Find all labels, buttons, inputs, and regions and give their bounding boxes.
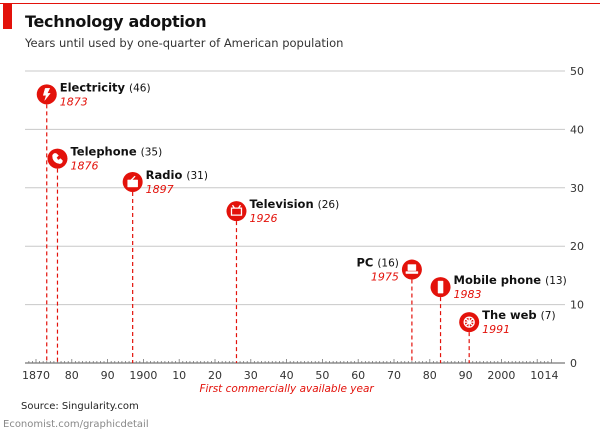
- point-year: 1873: [60, 95, 88, 108]
- y-tick-label: 10: [570, 299, 584, 312]
- point-name: The web: [482, 308, 541, 322]
- point-value: (16): [377, 258, 399, 270]
- x-tick-label: 90: [101, 369, 115, 382]
- point-value: (13): [545, 275, 567, 287]
- point-year: 1926: [249, 212, 277, 225]
- x-tick-label: 80: [423, 369, 437, 382]
- tv-icon: [230, 204, 243, 216]
- x-tick-label: 60: [351, 369, 365, 382]
- point-label: PC (16): [356, 256, 398, 270]
- x-tick-label: 30: [244, 369, 258, 382]
- point-value: (26): [318, 199, 340, 211]
- point-name: PC: [356, 256, 377, 270]
- point-value: (46): [129, 82, 151, 94]
- x-tick-label: 10: [530, 369, 544, 382]
- y-tick-label: 20: [570, 240, 584, 253]
- top-rule: [0, 3, 600, 4]
- point-value: (31): [186, 170, 208, 182]
- chart-subtitle: Years until used by one-quarter of Ameri…: [25, 36, 344, 50]
- x-tick-label: 1870: [22, 369, 50, 382]
- point-name: Telephone: [70, 145, 140, 159]
- point-name: Radio: [146, 168, 187, 182]
- point-label: The web (7): [482, 308, 555, 322]
- credit-note: Economist.com/graphicdetail: [3, 419, 149, 430]
- y-tick-label: 50: [570, 65, 584, 78]
- radio-icon: [127, 175, 138, 188]
- x-tick-label: 70: [387, 369, 401, 382]
- point-year: 1983: [454, 288, 482, 301]
- point-label: Electricity (46): [60, 80, 151, 94]
- y-tick-label: 40: [570, 123, 584, 136]
- point-year: 1897: [146, 183, 174, 196]
- point-year: 1876: [70, 160, 98, 173]
- x-tick-label: 2000: [487, 369, 515, 382]
- x-tick-label: 20: [208, 369, 222, 382]
- x-tick-label: 14: [545, 369, 559, 382]
- x-axis-label: First commercially available year: [199, 383, 374, 395]
- brand-tag: [3, 3, 12, 29]
- point-label: Television (26): [249, 197, 339, 211]
- point-year: 1991: [482, 323, 510, 336]
- point-label: Radio (31): [146, 168, 208, 182]
- mobile-phone-icon: [437, 280, 444, 294]
- marker: [47, 148, 68, 169]
- point-value: (7): [541, 310, 556, 322]
- y-tick-label: 0: [570, 357, 577, 370]
- point-label: Mobile phone (13): [454, 273, 567, 287]
- phone-icon: [52, 153, 63, 164]
- chart-title: Technology adoption: [25, 12, 207, 31]
- lightning-icon: [42, 88, 51, 101]
- point-name: Electricity: [60, 80, 129, 94]
- x-tick-label: 1900: [129, 369, 157, 382]
- point-value: (35): [141, 147, 163, 159]
- marker: [226, 201, 247, 222]
- y-tick-label: 30: [570, 182, 584, 195]
- source-note: Source: Singularity.com: [21, 401, 139, 412]
- point-name: Television: [249, 197, 317, 211]
- x-tick-label: 10: [172, 369, 186, 382]
- point-name: Mobile phone: [454, 273, 546, 287]
- x-tick-label: 90: [459, 369, 473, 382]
- x-tick-label: 50: [315, 369, 329, 382]
- point-year: 1975: [371, 271, 399, 284]
- web-icon: [463, 316, 475, 328]
- x-tick-label: 80: [65, 369, 79, 382]
- x-tick-label: 40: [280, 369, 294, 382]
- point-label: Telephone (35): [70, 145, 162, 159]
- computer-icon: [405, 264, 419, 274]
